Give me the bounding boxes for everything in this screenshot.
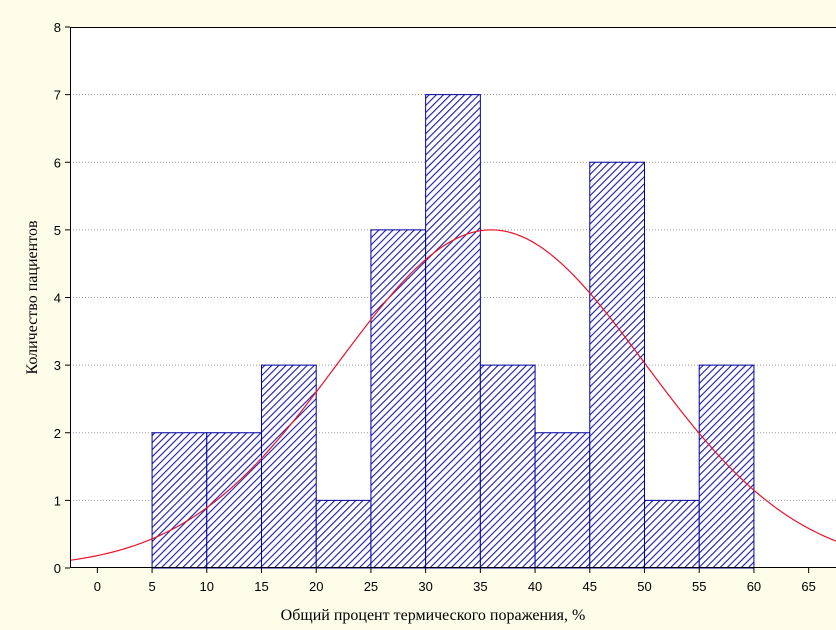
x-tick-label-60: 60 (747, 579, 761, 594)
x-tick-label-65: 65 (801, 579, 815, 594)
x-tick-label-0: 0 (94, 579, 101, 594)
x-tick-label-35: 35 (473, 579, 487, 594)
histogram-bar-5-10 (151, 432, 208, 569)
x-tick-label-55: 55 (692, 579, 706, 594)
histogram-bar-40-45 (534, 432, 591, 569)
y-tick-label-3: 3 (54, 358, 61, 373)
y-tick-label-7: 7 (54, 88, 61, 103)
x-tick-label-5: 5 (148, 579, 155, 594)
histogram-bar-25-30 (370, 229, 427, 569)
x-tick-label-15: 15 (254, 579, 268, 594)
histogram-bar-55-60 (698, 364, 755, 569)
x-tick-label-45: 45 (583, 579, 597, 594)
histogram-bar-10-15 (206, 432, 263, 569)
x-tick-label-20: 20 (309, 579, 323, 594)
normal-fit-curve (70, 229, 836, 561)
y-tick-label-5: 5 (54, 223, 61, 238)
histogram-bar-15-20 (261, 364, 317, 569)
y-tick-label-1: 1 (54, 493, 61, 508)
histogram-bar-50-55 (644, 499, 700, 569)
histogram-bar-45-50 (589, 161, 645, 569)
normal-curve-line (70, 229, 836, 561)
x-tick-label-50: 50 (637, 579, 651, 594)
y-tick-label-6: 6 (54, 155, 61, 170)
plot-frame (70, 27, 836, 568)
histogram-bar-30-35 (425, 94, 481, 569)
x-tick-label-40: 40 (528, 579, 542, 594)
histogram-bar-20-25 (315, 499, 372, 569)
y-axis-title: Количество пациентов (24, 220, 41, 375)
y-tick-label-2: 2 (54, 426, 61, 441)
x-tick-label-25: 25 (364, 579, 378, 594)
y-tick-label-0: 0 (54, 561, 61, 576)
x-tick-label-30: 30 (418, 579, 432, 594)
x-axis-title: Общий процент термического поражения, % (281, 607, 586, 624)
y-tick-label-4: 4 (54, 291, 61, 306)
y-tick-label-8: 8 (54, 20, 61, 35)
histogram-bar-35-40 (479, 364, 536, 569)
histogram-bars (151, 94, 755, 569)
x-tick-label-10: 10 (200, 579, 214, 594)
